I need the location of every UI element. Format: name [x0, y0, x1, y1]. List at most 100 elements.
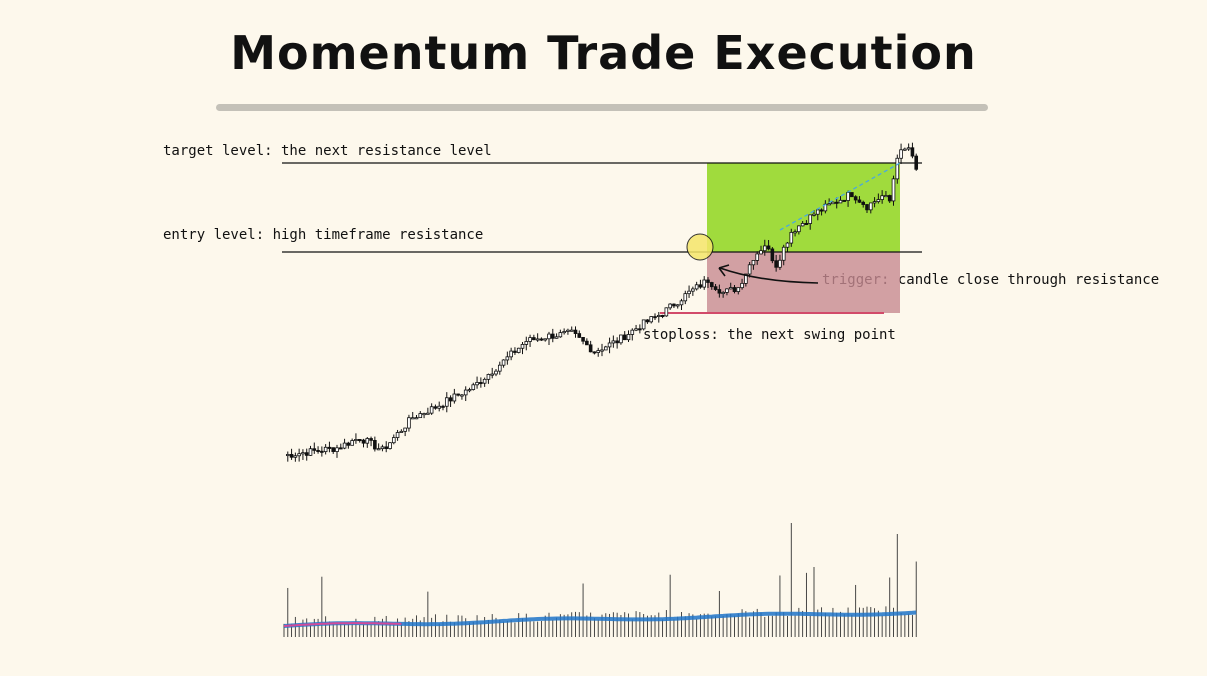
candle-body	[297, 453, 301, 457]
candle-body	[872, 201, 877, 204]
candle-body	[441, 405, 445, 408]
candle-body	[846, 192, 850, 201]
target-level-annotation: target level: the next resistance level	[163, 143, 492, 159]
candle-body	[709, 282, 714, 288]
candle-body	[433, 406, 438, 409]
candle-body	[475, 382, 479, 386]
chart-overlays	[686, 162, 901, 284]
candle-body	[691, 288, 695, 292]
candle-body	[444, 397, 449, 407]
candle-body	[331, 447, 336, 452]
candle-body	[509, 350, 513, 358]
candle-body	[641, 319, 646, 330]
candle-body	[736, 287, 741, 292]
candle-body	[899, 149, 903, 159]
candle-body	[857, 199, 862, 203]
candle-body	[789, 231, 794, 244]
candle-body	[713, 286, 718, 290]
candle-body	[520, 344, 525, 349]
candle-body	[316, 449, 320, 452]
candle-body	[376, 448, 381, 451]
candle-body	[437, 405, 442, 409]
candle-body	[868, 202, 873, 211]
price-candles	[285, 142, 919, 462]
candle-body	[550, 333, 555, 339]
candle-body	[414, 417, 419, 420]
candle-body	[797, 225, 801, 233]
candle-body	[486, 374, 491, 380]
candle-body	[513, 350, 517, 353]
candle-body	[728, 287, 733, 290]
candle-body	[494, 370, 498, 375]
candle-body	[505, 356, 510, 361]
candle-body	[653, 316, 657, 319]
chart-title: Momentum Trade Execution	[230, 26, 977, 80]
candle-body	[645, 319, 650, 323]
candle-body	[535, 338, 540, 341]
candle-body	[804, 223, 809, 226]
candle-body	[501, 359, 506, 366]
candle-body	[516, 347, 521, 353]
candle-body	[687, 290, 691, 295]
candle-body	[585, 340, 589, 346]
candle-body	[630, 329, 635, 335]
candle-body	[543, 338, 548, 341]
candle-body	[770, 248, 775, 262]
candle-body	[683, 293, 688, 302]
candle-body	[755, 253, 760, 261]
candle-body	[619, 334, 623, 344]
candle-body	[304, 452, 309, 456]
volume-panel	[283, 523, 917, 637]
candle-body	[914, 155, 919, 170]
candle-body	[407, 417, 411, 429]
candle-body	[422, 413, 426, 416]
candle-body	[456, 393, 460, 396]
candle-body	[744, 273, 748, 284]
candle-body	[312, 448, 317, 451]
candle-body	[649, 316, 654, 323]
candle-body	[903, 148, 907, 151]
candle-body	[895, 157, 900, 180]
candle-body	[740, 282, 744, 289]
candle-body	[759, 250, 763, 255]
candle-body	[634, 328, 638, 331]
candle-body	[391, 437, 396, 444]
candle-body	[388, 442, 392, 449]
candle-body	[721, 292, 725, 295]
candle-body	[308, 448, 313, 456]
candle-body	[320, 450, 324, 453]
candle-body	[524, 341, 529, 345]
candle-body	[577, 333, 582, 338]
candle-body	[384, 446, 389, 449]
candle-body	[603, 346, 608, 351]
candle-body	[842, 199, 847, 202]
candle-body	[497, 364, 502, 372]
title-underline	[216, 104, 988, 111]
candle-body	[827, 203, 831, 206]
candle-body	[850, 192, 854, 198]
candle-body	[558, 332, 563, 338]
candle-body	[471, 384, 476, 390]
candle-body	[350, 440, 354, 446]
entry-highlight-circle	[686, 233, 714, 261]
candle-body	[774, 260, 778, 268]
candle-body	[815, 209, 820, 215]
candle-body	[600, 349, 604, 352]
volume-moving-average-early	[283, 622, 402, 627]
stoploss-annotation: stoploss: the next swing point	[643, 327, 896, 343]
candle-body	[361, 439, 366, 444]
candle-body	[301, 452, 305, 455]
candle-body	[819, 209, 824, 212]
candle-body	[335, 447, 339, 452]
candle-body	[664, 307, 669, 317]
candle-body	[581, 337, 585, 342]
candle-body	[751, 260, 756, 266]
candle-body	[800, 223, 805, 227]
candle-body	[410, 417, 415, 420]
candle-body	[338, 447, 343, 450]
candle-body	[373, 440, 377, 450]
candle-body	[884, 195, 888, 198]
candle-body	[573, 329, 578, 334]
candle-body	[615, 340, 619, 344]
